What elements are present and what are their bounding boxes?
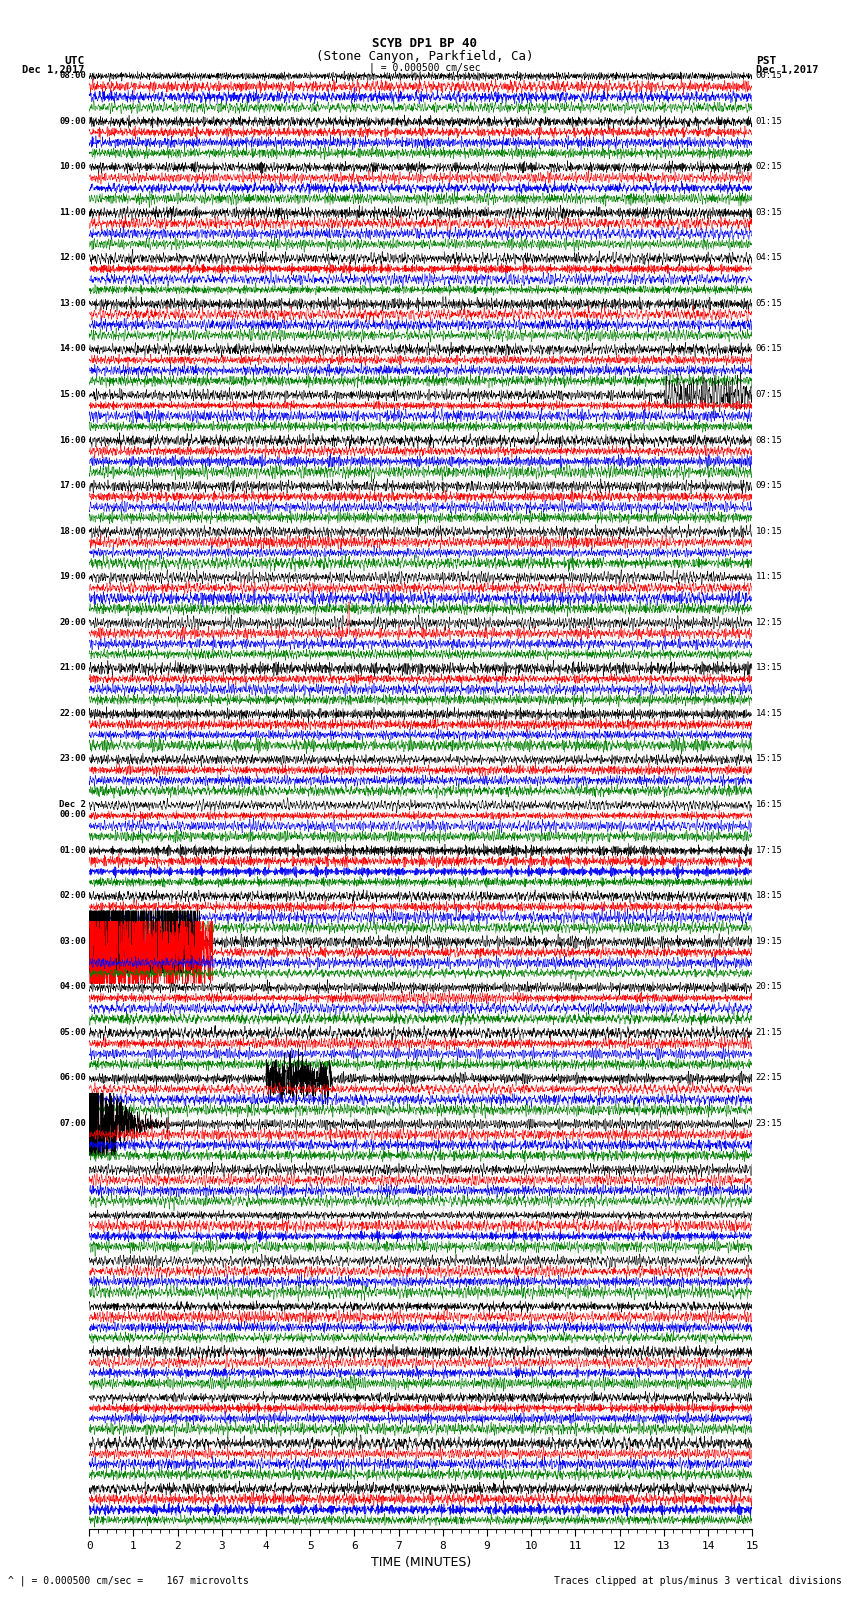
Text: 09:00: 09:00 <box>59 116 86 126</box>
Text: 08:00: 08:00 <box>59 71 86 81</box>
Text: 10:15: 10:15 <box>756 526 783 536</box>
Text: 13:15: 13:15 <box>756 663 783 673</box>
Text: 19:00: 19:00 <box>59 573 86 581</box>
Text: 05:15: 05:15 <box>756 298 783 308</box>
Text: 16:15: 16:15 <box>756 800 783 810</box>
Text: 23:15: 23:15 <box>756 1119 783 1127</box>
Text: 20:00: 20:00 <box>59 618 86 627</box>
Text: 20:15: 20:15 <box>756 982 783 992</box>
Text: 02:15: 02:15 <box>756 163 783 171</box>
Text: 03:00: 03:00 <box>59 937 86 945</box>
Text: 08:15: 08:15 <box>756 436 783 445</box>
Text: ^ | = 0.000500 cm/sec =    167 microvolts: ^ | = 0.000500 cm/sec = 167 microvolts <box>8 1576 249 1587</box>
Text: 02:00: 02:00 <box>59 890 86 900</box>
Text: 03:15: 03:15 <box>756 208 783 216</box>
Text: 12:00: 12:00 <box>59 253 86 263</box>
Text: 06:00: 06:00 <box>59 1074 86 1082</box>
Text: 01:15: 01:15 <box>756 116 783 126</box>
Text: UTC: UTC <box>65 56 85 66</box>
Text: 17:15: 17:15 <box>756 845 783 855</box>
Text: 04:15: 04:15 <box>756 253 783 263</box>
Text: 00:15: 00:15 <box>756 71 783 81</box>
Text: 22:00: 22:00 <box>59 710 86 718</box>
Text: 21:15: 21:15 <box>756 1027 783 1037</box>
Text: 14:00: 14:00 <box>59 344 86 353</box>
Text: 19:15: 19:15 <box>756 937 783 945</box>
Text: 07:15: 07:15 <box>756 390 783 398</box>
Text: 21:00: 21:00 <box>59 663 86 673</box>
Text: 06:15: 06:15 <box>756 344 783 353</box>
Text: 05:00: 05:00 <box>59 1027 86 1037</box>
Text: 09:15: 09:15 <box>756 481 783 490</box>
X-axis label: TIME (MINUTES): TIME (MINUTES) <box>371 1557 471 1569</box>
Text: Dec 1,2017: Dec 1,2017 <box>756 65 819 74</box>
Text: 22:15: 22:15 <box>756 1074 783 1082</box>
Text: SCYB DP1 BP 40: SCYB DP1 BP 40 <box>372 37 478 50</box>
Text: 18:15: 18:15 <box>756 890 783 900</box>
Text: 07:00: 07:00 <box>59 1119 86 1127</box>
Text: 04:00: 04:00 <box>59 982 86 992</box>
Text: 01:00: 01:00 <box>59 845 86 855</box>
Text: 15:15: 15:15 <box>756 755 783 763</box>
Text: 13:00: 13:00 <box>59 298 86 308</box>
Text: Dec 2
00:00: Dec 2 00:00 <box>59 800 86 819</box>
Text: 11:15: 11:15 <box>756 573 783 581</box>
Text: 23:00: 23:00 <box>59 755 86 763</box>
Text: 10:00: 10:00 <box>59 163 86 171</box>
Text: (Stone Canyon, Parkfield, Ca): (Stone Canyon, Parkfield, Ca) <box>316 50 534 63</box>
Text: PST: PST <box>756 56 777 66</box>
Text: | = 0.000500 cm/sec: | = 0.000500 cm/sec <box>369 63 481 74</box>
Text: 15:00: 15:00 <box>59 390 86 398</box>
Text: 14:15: 14:15 <box>756 710 783 718</box>
Text: 11:00: 11:00 <box>59 208 86 216</box>
Text: Traces clipped at plus/minus 3 vertical divisions: Traces clipped at plus/minus 3 vertical … <box>553 1576 842 1586</box>
Text: Dec 1,2017: Dec 1,2017 <box>22 65 85 74</box>
Text: 12:15: 12:15 <box>756 618 783 627</box>
Text: 16:00: 16:00 <box>59 436 86 445</box>
Text: 18:00: 18:00 <box>59 526 86 536</box>
Text: 17:00: 17:00 <box>59 481 86 490</box>
